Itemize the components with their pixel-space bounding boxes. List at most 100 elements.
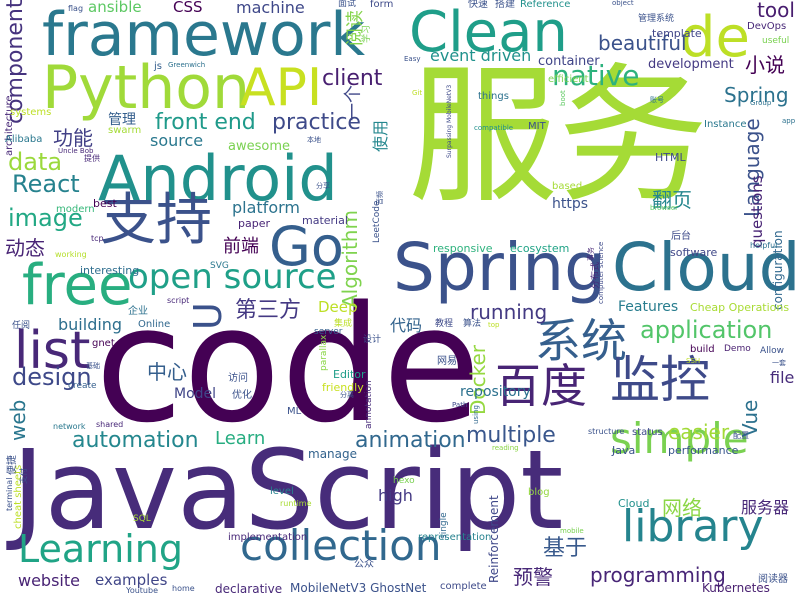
word-website-63: website bbox=[18, 571, 80, 590]
word-178: 管理 bbox=[108, 112, 136, 128]
word-alibaba-159: Alibaba bbox=[5, 134, 43, 145]
word-java-102: Java bbox=[612, 444, 636, 457]
word-kubernetes-88: Kubernetes bbox=[702, 581, 770, 595]
word-tcp-121: tcp bbox=[91, 234, 104, 243]
word-things-143: things bbox=[478, 91, 509, 102]
word-197: 支付 bbox=[19, 468, 28, 484]
word-paper-106: paper bbox=[238, 217, 270, 230]
word-android-3: Android bbox=[98, 142, 338, 215]
word-terminal-110: terminal bbox=[5, 477, 14, 511]
word-building-67: building bbox=[58, 315, 123, 334]
word-structure-133: structure bbox=[588, 427, 625, 436]
word-home-168: home bbox=[172, 584, 195, 593]
word-level-114: level bbox=[270, 486, 294, 497]
word-python-7: Python bbox=[42, 53, 250, 123]
word-176: 搭建 bbox=[495, 0, 515, 10]
word-data-27: data bbox=[8, 148, 63, 176]
word-60: 一个 bbox=[343, 85, 364, 121]
word-193: 分离 bbox=[340, 391, 354, 399]
word-web-29: web bbox=[6, 399, 30, 441]
word-framework-6: framework bbox=[42, 0, 366, 70]
word-56: 前端 bbox=[223, 236, 259, 257]
word-190: 访问 bbox=[228, 373, 248, 384]
word-network-109: network bbox=[53, 422, 86, 431]
word-cloud-5: Cloud bbox=[612, 229, 800, 306]
word-48: 基于 bbox=[543, 536, 588, 561]
word-practice-37: practice bbox=[272, 110, 361, 135]
word-12: 支持 bbox=[100, 188, 212, 253]
word-online-126: Online bbox=[138, 319, 171, 330]
word-183: 企业 bbox=[128, 306, 148, 317]
word-source-68: source bbox=[150, 131, 204, 150]
word-52: 小说 bbox=[745, 53, 785, 77]
word-21: 百度 bbox=[495, 359, 587, 413]
word-best-107: best bbox=[93, 197, 117, 210]
word-features-65: Features bbox=[618, 299, 679, 315]
word-181: 本地 bbox=[307, 136, 321, 144]
word-22: 监控 bbox=[610, 351, 710, 409]
word-high-70: high bbox=[378, 486, 413, 505]
word-image-26: image bbox=[8, 204, 83, 232]
word-173: 学习 bbox=[362, 24, 372, 43]
word-reading-132: reading bbox=[492, 444, 519, 452]
word-api-8: API bbox=[240, 58, 323, 118]
word-boot-163: boot bbox=[559, 90, 567, 106]
word-development-81: development bbox=[648, 57, 734, 72]
word-instance-142: Instance bbox=[704, 119, 747, 130]
word-multiple-40: multiple bbox=[466, 423, 556, 448]
word-57: 服务器 bbox=[741, 498, 790, 517]
word-gnet-113: gnet bbox=[92, 338, 115, 349]
word-174: 面试 bbox=[338, 0, 357, 9]
word-front-end-36: front end bbox=[155, 110, 256, 135]
word-184: 集成 bbox=[334, 319, 353, 329]
word-parallax-123: parallax bbox=[319, 334, 329, 371]
word-cheap-operations-89: Cheap Operations bbox=[690, 301, 790, 314]
word-182: 提供 bbox=[84, 154, 100, 163]
word-model-77: Model bbox=[174, 386, 217, 402]
word-svg-120: SVG bbox=[210, 261, 229, 271]
word-ml-119: ML bbox=[287, 406, 302, 417]
word-cloud-137: Cloud bbox=[618, 497, 650, 510]
word-free-13: free bbox=[22, 253, 133, 318]
word-server-125: server bbox=[314, 327, 343, 337]
word-201: 音频 bbox=[376, 191, 384, 205]
word-complete-131: complete bbox=[440, 581, 487, 592]
word-performance-97: performance bbox=[668, 444, 739, 457]
word-spring-4: Spring bbox=[393, 229, 606, 306]
word-reference-95: Reference bbox=[520, 0, 571, 10]
word-leetcode-124: LeetCode bbox=[372, 200, 382, 244]
word-spring-46: Spring bbox=[724, 83, 789, 107]
word-learning-17: Learning bbox=[18, 527, 183, 571]
word-https-76: https bbox=[552, 196, 589, 212]
word-architecture-94: architecture bbox=[4, 95, 15, 156]
word-u-202: U bbox=[186, 302, 230, 330]
word-programming-41: programming bbox=[590, 563, 726, 587]
word-animation-38: animation bbox=[355, 428, 466, 453]
word-188: 任阅 bbox=[12, 321, 31, 331]
word-surpassing-mobilenetv3-169: Surpassing MobileNetV3 bbox=[446, 84, 453, 158]
word-using-129: using bbox=[472, 405, 480, 424]
word-native-24: native bbox=[552, 59, 640, 92]
word-group-161: Group bbox=[750, 99, 772, 107]
word-47: 第三方 bbox=[235, 298, 302, 323]
word-180: 账号 bbox=[650, 96, 664, 104]
word-youtube-167: Youtube bbox=[126, 586, 158, 595]
word-mobile-136: mobile bbox=[560, 527, 584, 535]
word-175: 快速 bbox=[468, 0, 488, 10]
word-script-127: script bbox=[167, 296, 190, 305]
word-annotation-128: annotation bbox=[364, 380, 374, 429]
word-interesting-93: interesting bbox=[80, 264, 140, 277]
word-running-42: running bbox=[470, 300, 548, 324]
word-187: 设计 bbox=[363, 335, 382, 345]
word-53: 功能 bbox=[53, 126, 93, 150]
word-go-11: Go bbox=[269, 215, 344, 278]
word-49: 网络 bbox=[662, 496, 702, 520]
word-create-112: create bbox=[68, 381, 97, 391]
word-status-134: status bbox=[632, 427, 663, 438]
word-implementation-98: implementation bbox=[228, 532, 308, 543]
word-ecosystem-91: ecosystem bbox=[510, 242, 570, 255]
word-design-28: design bbox=[12, 363, 92, 391]
word-runtime-115: runtime bbox=[280, 499, 312, 508]
word-representation-99: representation bbox=[418, 532, 492, 543]
